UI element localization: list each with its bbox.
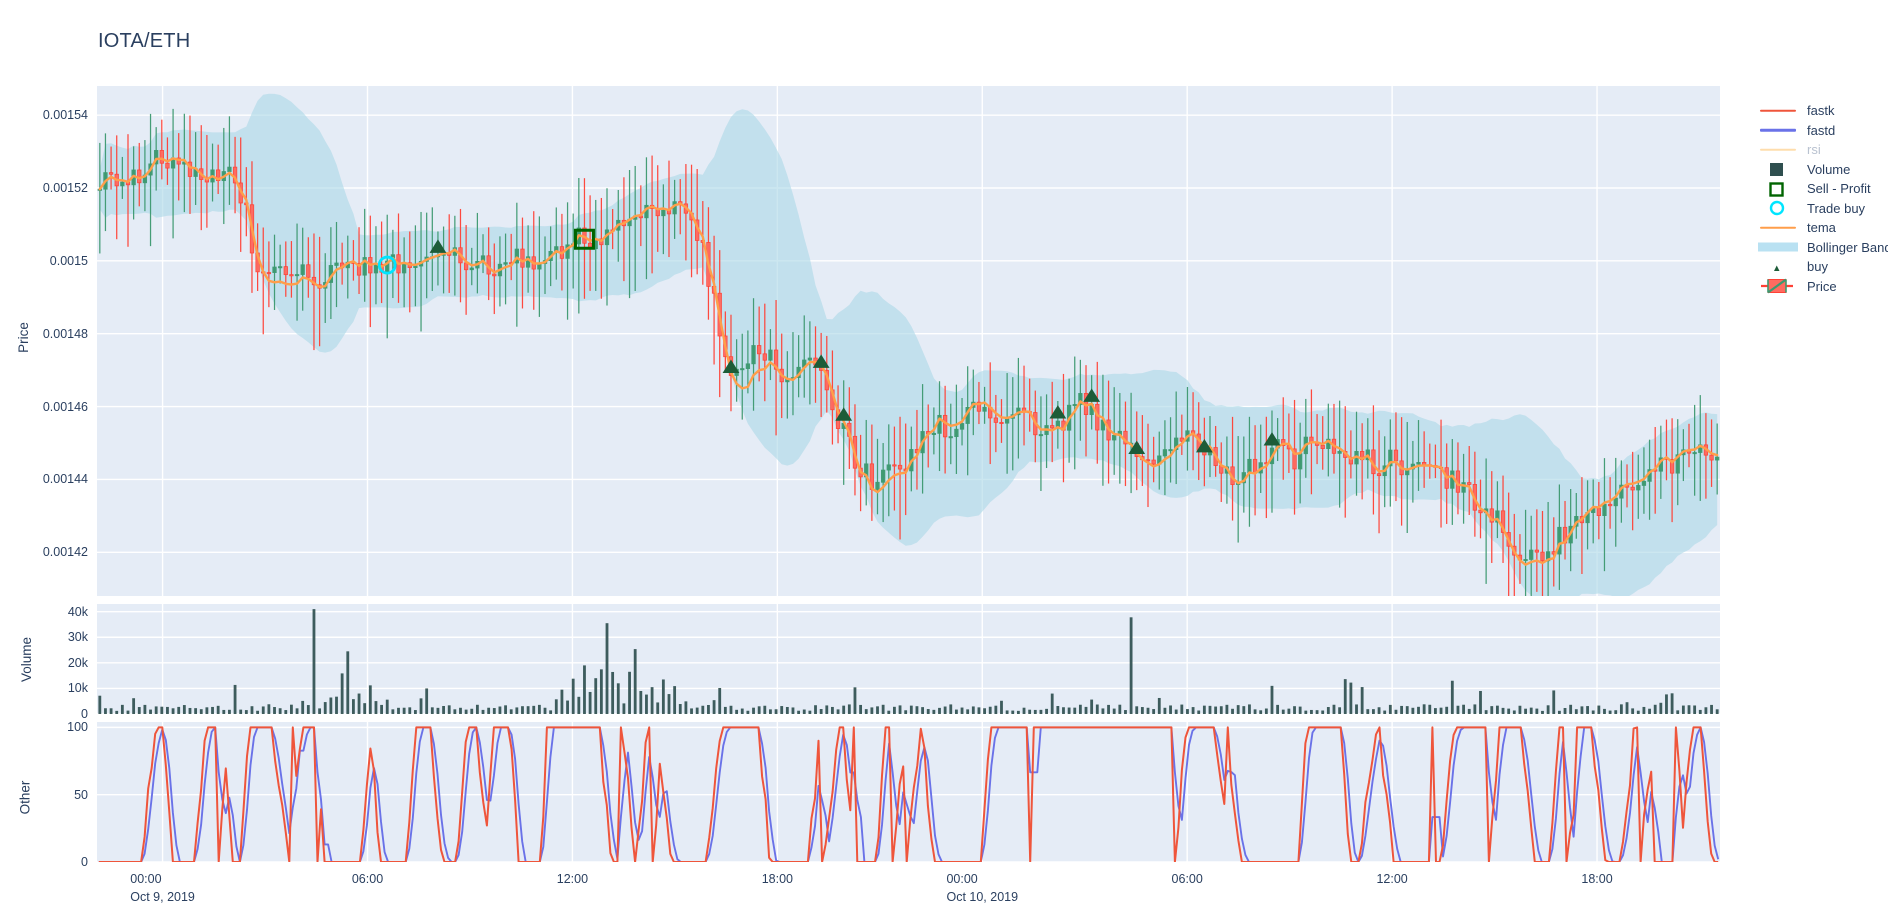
x-axis-tick: 06:00 xyxy=(1172,872,1203,886)
legend-swatch-square-outline-icon xyxy=(1757,180,1799,198)
volume-plot-area xyxy=(97,604,1720,714)
volume-axis-title: Volume xyxy=(19,636,35,683)
legend-item-label: Bollinger Band xyxy=(1807,239,1888,255)
legend-swatch-line-icon xyxy=(1757,141,1799,159)
axis-tick-label: 0.00152 xyxy=(42,181,88,195)
x-axis-tick: 12:00 xyxy=(1376,872,1407,886)
legend-item-trade-buy[interactable]: Trade buy xyxy=(1757,199,1888,219)
axis-tick-label: 0.00148 xyxy=(42,326,88,341)
page-title: IOTA/ETH xyxy=(98,30,191,52)
axis-tick-label: 30k xyxy=(67,630,88,645)
legend-item-label: Sell - Profit xyxy=(1807,181,1871,197)
legend-swatch-circle-outline-icon xyxy=(1757,199,1799,217)
legend-item-tema[interactable]: tema xyxy=(1757,218,1888,238)
axis-tick-label: 0.00144 xyxy=(42,472,88,487)
legend-swatch-line-icon xyxy=(1757,121,1799,139)
chart-legend[interactable]: fastk fastd rsi Volume Sell - Profit Trade bu… xyxy=(1757,101,1888,296)
legend-item-label: rsi xyxy=(1807,142,1821,158)
x-tick-time: 00:00 xyxy=(130,872,162,886)
axis-tick-label: 0.00142 xyxy=(42,545,88,560)
legend-item-fastk[interactable]: fastk xyxy=(1757,101,1888,121)
legend-item-label: tema xyxy=(1807,220,1836,236)
other-svg xyxy=(97,722,1720,862)
x-tick-time: 06:00 xyxy=(1171,872,1203,886)
x-tick-date: Oct 9, 2019 xyxy=(130,890,195,904)
x-axis-tick: 18:00 xyxy=(1581,872,1612,886)
x-axis-tick: 18:00 xyxy=(762,872,793,886)
legend-item-rsi[interactable]: rsi xyxy=(1757,140,1888,160)
x-tick-time: 00:00 xyxy=(946,872,978,886)
x-tick-time: 18:00 xyxy=(1581,872,1613,886)
legend-swatch-line-icon xyxy=(1757,102,1799,120)
axis-tick-label: 100 xyxy=(67,720,88,735)
price-svg xyxy=(97,86,1720,596)
x-tick-time: 18:00 xyxy=(761,872,793,886)
axis-tick-label: 0.0015 xyxy=(49,253,88,268)
legend-item-label: fastd xyxy=(1807,122,1836,138)
legend-item-volume[interactable]: Volume xyxy=(1757,160,1888,180)
legend-swatch-candle-icon xyxy=(1757,277,1799,295)
legend-item-label: Price xyxy=(1807,278,1837,294)
x-tick-time: 12:00 xyxy=(556,872,589,886)
axis-tick-label: 10k xyxy=(67,681,88,696)
axis-tick-label: 0 xyxy=(81,707,88,721)
price-axis-title: Price xyxy=(15,322,31,353)
legend-item-buy[interactable]: buy xyxy=(1757,257,1888,277)
legend-item-price[interactable]: Price xyxy=(1757,277,1888,297)
volume-chart-panel[interactable] xyxy=(97,604,1720,714)
axis-tick-label: 0.00146 xyxy=(42,399,88,414)
axis-tick-label: 0 xyxy=(81,855,88,869)
x-axis-tick: 12:00 xyxy=(557,872,588,886)
x-tick-date: Oct 10, 2019 xyxy=(946,890,1019,904)
price-axis-ticks: 0.00154 0.00152 0.0015 0.00148 0.00146 0.0014… xyxy=(0,86,88,596)
legend-item-bollinger-band[interactable]: Bollinger Band xyxy=(1757,238,1888,258)
axis-tick-label: 20k xyxy=(67,655,88,670)
price-plot-area xyxy=(97,86,1720,596)
x-axis-tick: 00:00 Oct 9, 2019 xyxy=(130,872,195,904)
legend-item-label: Volume xyxy=(1807,161,1851,177)
other-chart-panel[interactable] xyxy=(97,722,1720,862)
legend-item-label: Trade buy xyxy=(1807,200,1866,216)
x-axis-tick: 00:00 Oct 10, 2019 xyxy=(946,872,1018,904)
volume-axis-ticks: 0 10k 20k 30k 40k xyxy=(0,604,88,721)
x-tick-time: 12:00 xyxy=(1376,872,1408,886)
other-axis-ticks: 0 50 100 xyxy=(0,720,88,869)
volume-svg xyxy=(97,604,1720,714)
legend-item-label: fastk xyxy=(1807,103,1835,119)
legend-swatch-band-icon xyxy=(1757,238,1799,256)
legend-item-fastd[interactable]: fastd xyxy=(1757,121,1888,141)
axis-tick-label: 40k xyxy=(67,604,88,619)
legend-swatch-line-icon xyxy=(1757,219,1799,237)
x-tick-time: 06:00 xyxy=(351,872,384,886)
legend-item-label: buy xyxy=(1807,259,1828,275)
legend-swatch-square-filled-icon xyxy=(1757,160,1799,178)
axis-tick-label: 50 xyxy=(74,787,88,802)
axis-tick-label: 0.00154 xyxy=(42,108,88,123)
other-plot-area xyxy=(97,722,1720,862)
x-axis-tick: 06:00 xyxy=(352,872,383,886)
legend-item-sell-profit[interactable]: Sell - Profit xyxy=(1757,179,1888,199)
price-chart-panel[interactable] xyxy=(97,86,1720,596)
other-axis-title: Other xyxy=(17,780,33,815)
legend-swatch-triangle-up-icon xyxy=(1757,258,1799,276)
